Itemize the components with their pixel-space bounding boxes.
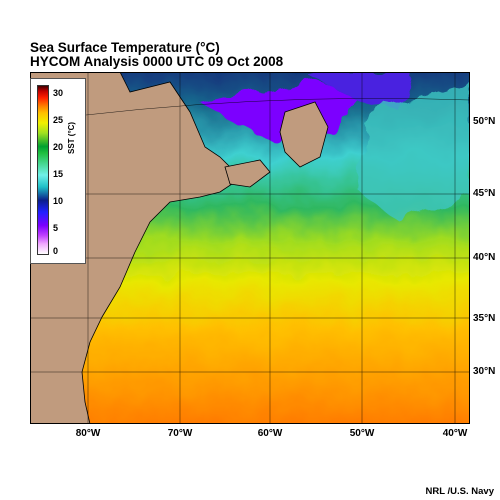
lon-label: 50°W [349, 428, 375, 439]
colorbar-legend: 30 25 20 15 10 5 0 SST (°C) [30, 78, 86, 264]
legend-tick: 30 [53, 88, 64, 98]
lon-label: 60°W [257, 428, 283, 439]
legend-tick: 15 [53, 169, 64, 179]
map-title: Sea Surface Temperature (°C) [30, 40, 220, 55]
lat-label: 40°N [473, 252, 496, 263]
legend-tick: 20 [53, 142, 64, 152]
colorbar [37, 85, 49, 255]
legend-tick: 10 [53, 196, 64, 206]
lon-label: 70°W [167, 428, 193, 439]
legend-tick: 0 [53, 246, 59, 256]
map-subtitle: HYCOM Analysis 0000 UTC 09 Oct 2008 [30, 54, 284, 69]
lat-label: 35°N [473, 313, 496, 324]
lon-label: 80°W [75, 428, 101, 439]
lat-label: 45°N [473, 188, 496, 199]
newfoundland-land [279, 101, 329, 168]
nova-scotia-land [224, 159, 271, 188]
legend-tick: 25 [53, 115, 64, 125]
legend-tick: 5 [53, 223, 59, 233]
sst-map [30, 72, 470, 424]
credit-text: NRL /U.S. Navy [425, 486, 494, 497]
lon-label: 40°W [442, 428, 468, 439]
legend-label: SST (°C) [67, 121, 76, 154]
lat-label: 50°N [473, 116, 496, 127]
lat-label: 30°N [473, 366, 496, 377]
